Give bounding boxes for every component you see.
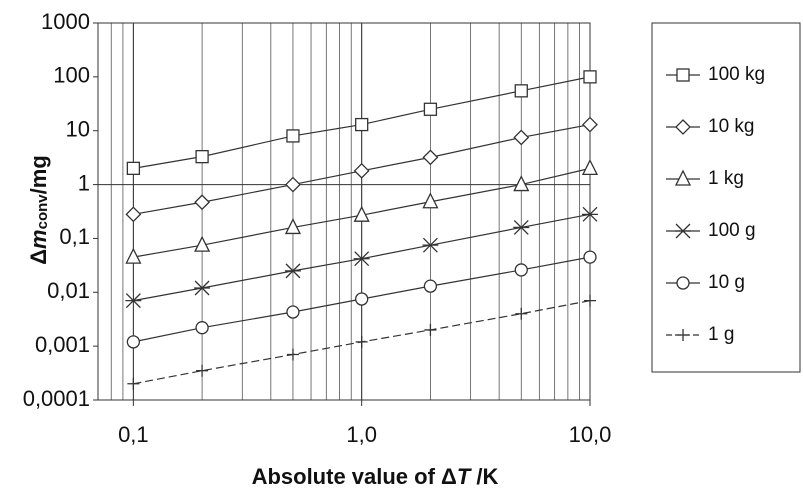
legend-marker <box>675 119 691 135</box>
marker <box>514 84 528 98</box>
marker <box>286 305 300 319</box>
marker <box>286 348 299 361</box>
y-tick-label: 10 <box>66 117 90 142</box>
legend-label: 1 kg <box>708 168 744 189</box>
marker <box>195 321 209 335</box>
marker <box>422 237 439 253</box>
marker <box>286 129 300 143</box>
marker <box>195 149 209 164</box>
marker <box>353 162 370 179</box>
x-axis-title: Absolute value of ΔT /K <box>252 464 499 489</box>
marker <box>423 102 438 116</box>
x-tick-label: 0,1 <box>118 422 149 447</box>
marker <box>353 205 370 222</box>
y-tick-label: 100 <box>53 63 90 88</box>
marker <box>284 217 302 235</box>
marker <box>355 292 369 306</box>
marker <box>515 307 528 320</box>
marker <box>353 251 370 267</box>
marker <box>194 235 211 252</box>
marker <box>126 335 141 349</box>
marker <box>514 263 528 277</box>
x-tick-label: 1,0 <box>346 422 377 447</box>
legend-label: 1 g <box>708 324 734 345</box>
marker <box>422 149 439 166</box>
marker <box>424 323 437 336</box>
legend-marker <box>676 68 690 82</box>
legend-label: 10 kg <box>708 116 754 137</box>
marker <box>126 161 141 176</box>
marker <box>582 116 598 133</box>
y-tick-label: 0,1 <box>59 224 90 249</box>
marker <box>583 250 597 264</box>
y-tick-label: 0,0001 <box>23 386 90 411</box>
marker <box>513 129 530 146</box>
marker <box>127 377 140 390</box>
legend-marker <box>677 329 689 341</box>
marker <box>423 279 438 293</box>
marker <box>355 117 369 132</box>
y-axis-title: Δmconv/mg <box>26 155 51 265</box>
plot-frame <box>97 22 591 401</box>
marker <box>194 280 211 296</box>
legend-marker <box>676 276 690 290</box>
marker <box>581 158 599 176</box>
marker <box>125 206 142 223</box>
marker <box>196 364 209 377</box>
marker <box>125 293 142 309</box>
legend-marker <box>675 223 691 239</box>
legend-label: 100 kg <box>708 64 765 85</box>
marker <box>284 263 301 279</box>
marker <box>194 194 211 211</box>
x-tick-label: 10,0 <box>569 422 612 447</box>
marker <box>583 70 597 84</box>
marker <box>513 175 530 192</box>
y-tick-label: 1 <box>78 170 90 195</box>
legend-box <box>651 22 801 373</box>
marker <box>125 247 142 264</box>
marker <box>285 176 301 193</box>
marker <box>582 206 598 222</box>
marker <box>584 294 596 307</box>
y-tick-label: 1000 <box>41 9 90 34</box>
legend-label: 10 g <box>708 272 745 293</box>
marker <box>355 335 368 348</box>
y-tick-label: 0,01 <box>47 278 90 303</box>
legend-marker <box>674 169 692 186</box>
legend-label: 100 g <box>708 220 756 241</box>
y-tick-label: 0,001 <box>35 332 90 357</box>
marker <box>513 219 530 235</box>
marker <box>422 192 439 209</box>
